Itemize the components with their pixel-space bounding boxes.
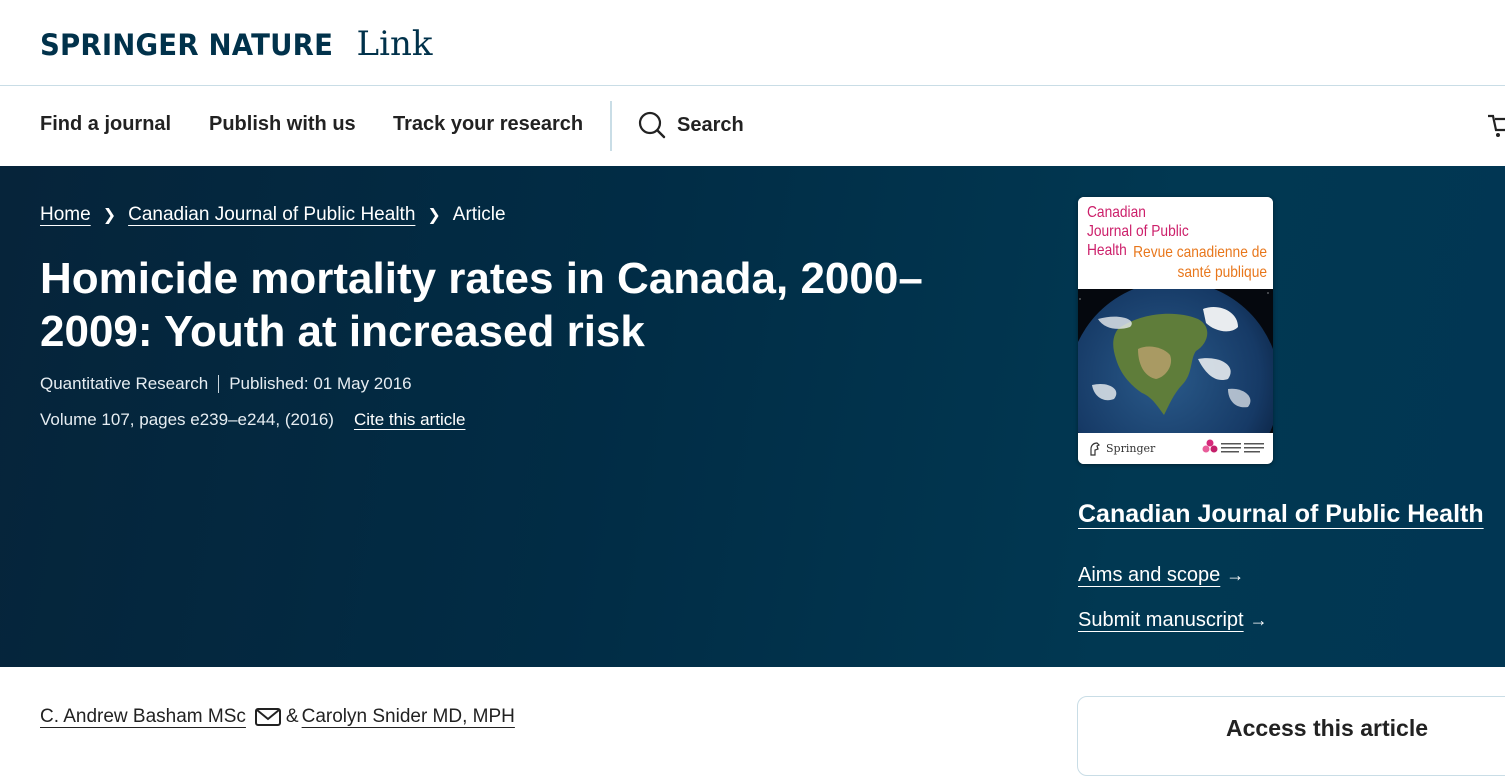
access-article-title: Access this article — [1226, 715, 1429, 741]
association-wordmark-icon — [1221, 443, 1264, 453]
arrow-right-icon: → — [1226, 565, 1245, 585]
author-link[interactable]: Carolyn Snider MD, MPH — [301, 706, 515, 727]
brand-product-name: Link — [356, 24, 433, 64]
nav-find-journal[interactable]: Find a journal — [40, 113, 172, 135]
submit-manuscript-label: Submit manuscript — [1078, 609, 1244, 631]
cite-article-link[interactable]: Cite this article — [353, 410, 466, 429]
access-article-box: Access this article — [1077, 696, 1505, 776]
article-meta: Quantitative Research Published: 01 May … — [40, 374, 412, 394]
association-logo-icon — [1202, 439, 1218, 453]
submit-manuscript-link[interactable]: Submit manuscript → — [1078, 609, 1268, 632]
chevron-right-icon: ❯ — [427, 207, 441, 224]
aims-scope-link[interactable]: Aims and scope → — [1078, 564, 1244, 587]
breadcrumb-journal[interactable]: Canadian Journal of Public Health — [128, 204, 416, 225]
cover-title-area: Canadian Journal of Public Health Revue … — [1078, 197, 1273, 289]
cover-publisher: Springer — [1106, 442, 1156, 455]
author-list: C. Andrew Basham MSc & Carolyn Snider MD… — [40, 706, 515, 728]
brand-header: SPRINGER NATURE Link — [0, 0, 1505, 86]
mail-icon[interactable] — [254, 706, 282, 728]
brand-logo-text: SPRINGER NATURE — [40, 28, 334, 62]
article-title: Homicide mortality rates in Canada, 2000… — [40, 254, 923, 356]
cover-footer: Springer — [1078, 433, 1273, 464]
aims-scope-label: Aims and scope — [1078, 564, 1221, 586]
article-hero: Home ❯ Canadian Journal of Public Health… — [0, 166, 1505, 667]
nav-publish-with-us[interactable]: Publish with us — [209, 113, 356, 135]
journal-name-link[interactable]: Canadian Journal of Public Health — [1078, 500, 1484, 528]
author-link[interactable]: C. Andrew Basham MSc — [40, 706, 246, 727]
cart-icon[interactable] — [1487, 110, 1505, 140]
article-type: Quantitative Research — [40, 374, 209, 393]
nav-track-research[interactable]: Track your research — [393, 113, 584, 135]
cover-title-fr: Revue canadienne de santé publique — [1133, 244, 1267, 281]
article-volume-line: Volume 107, pages e239–e244, (2016) Cite… — [40, 410, 465, 430]
search-button[interactable]: Search — [638, 111, 744, 139]
search-icon — [638, 111, 666, 139]
springer-nature-link-logo[interactable]: SPRINGER NATURE Link — [40, 24, 432, 64]
meta-divider — [218, 375, 220, 393]
cover-title-en: Canadian Journal of Public Health — [1087, 204, 1189, 259]
author-separator: & — [285, 706, 299, 727]
main-nav: Find a journal Publish with us Track you… — [0, 87, 1505, 166]
volume-info: Volume 107, pages e239–e244, (2016) — [40, 410, 334, 429]
breadcrumb-current: Article — [452, 204, 506, 225]
breadcrumb: Home ❯ Canadian Journal of Public Health… — [40, 204, 506, 226]
arrow-right-icon: → — [1249, 610, 1268, 630]
nav-divider — [610, 101, 612, 151]
breadcrumb-home[interactable]: Home — [40, 204, 91, 225]
published-date: Published: 01 May 2016 — [229, 374, 412, 393]
springer-horse-icon — [1090, 441, 1101, 456]
search-label: Search — [677, 113, 744, 136]
journal-cover[interactable]: Canadian Journal of Public Health Revue … — [1078, 197, 1273, 464]
earth-image — [1078, 289, 1273, 433]
chevron-right-icon: ❯ — [102, 207, 117, 224]
